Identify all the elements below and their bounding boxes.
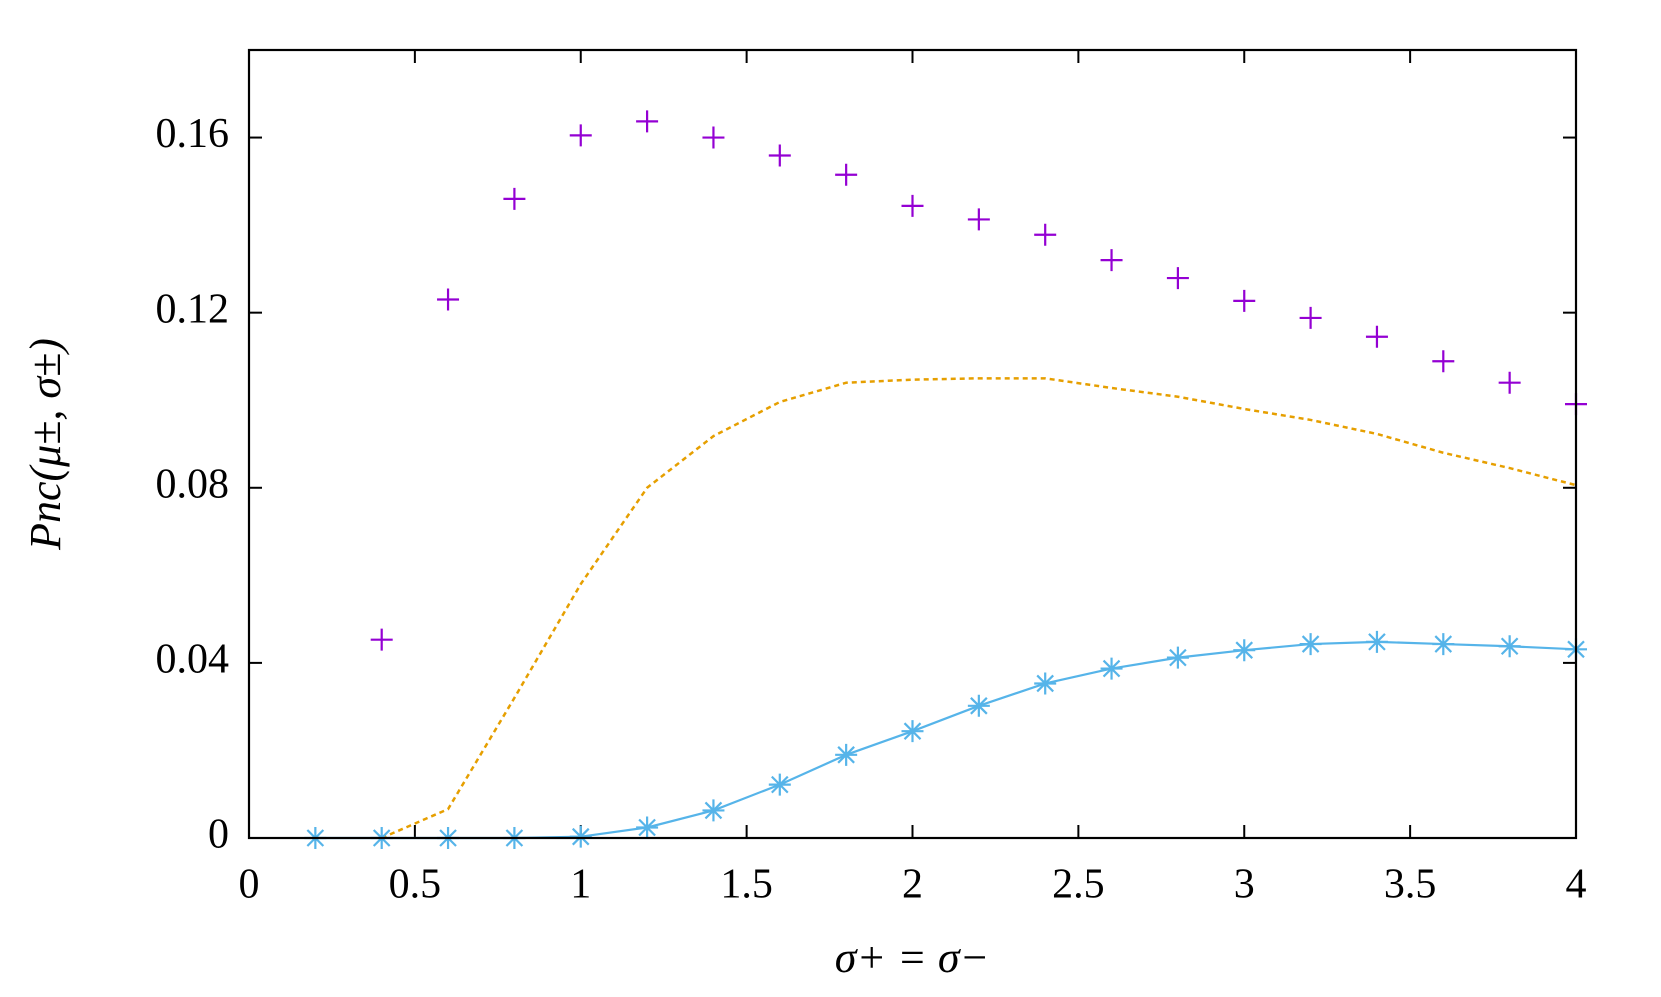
point xyxy=(1166,646,1189,669)
y-tick-label: 0.12 xyxy=(156,286,230,332)
series-line xyxy=(381,377,1577,840)
x-tick-label: 0.5 xyxy=(389,862,442,908)
x-tick-label: 0 xyxy=(239,862,260,908)
series-line xyxy=(315,640,1577,840)
point xyxy=(1498,371,1521,394)
point xyxy=(1034,672,1057,695)
point xyxy=(1498,635,1521,658)
point xyxy=(768,773,791,796)
y-tick-label: 0 xyxy=(208,812,229,858)
point xyxy=(1365,630,1388,653)
plot-frame xyxy=(247,48,1578,840)
point xyxy=(437,288,460,311)
x-tick-label: 2.5 xyxy=(1052,862,1105,908)
point xyxy=(901,720,924,743)
x-axis-label: σ+ = σ− xyxy=(835,933,989,982)
point xyxy=(503,187,526,210)
x-tick-label: 1 xyxy=(570,862,591,908)
point xyxy=(835,163,858,186)
point xyxy=(967,694,990,717)
point xyxy=(1365,325,1388,348)
x-tick-label: 4 xyxy=(1566,862,1587,908)
point xyxy=(636,816,659,839)
x-tick-label: 3 xyxy=(1234,862,1255,908)
point xyxy=(1233,639,1256,662)
point xyxy=(1299,306,1322,329)
x-tick-label: 3.5 xyxy=(1384,862,1437,908)
x-tick-label: 1.5 xyxy=(720,862,773,908)
point xyxy=(768,144,791,167)
point xyxy=(1233,289,1256,312)
point xyxy=(569,825,592,848)
point xyxy=(1034,223,1057,246)
point xyxy=(901,194,924,217)
point xyxy=(1432,350,1455,373)
y-axis-label: Pnc(μ±, σ±) xyxy=(21,338,70,551)
point xyxy=(1299,633,1322,656)
point xyxy=(1100,249,1123,272)
point xyxy=(1432,633,1455,656)
point xyxy=(569,124,592,147)
y-tick-label: 0.04 xyxy=(156,637,230,683)
point xyxy=(702,126,725,149)
point xyxy=(1166,267,1189,290)
point xyxy=(835,743,858,766)
point xyxy=(636,110,659,133)
x-tick-label: 2 xyxy=(902,862,923,908)
y-tick-label: 0.16 xyxy=(156,111,230,157)
point xyxy=(967,208,990,231)
y-tick-label: 0.08 xyxy=(156,461,230,507)
point xyxy=(702,799,725,822)
point xyxy=(1100,657,1123,680)
point xyxy=(370,628,393,651)
